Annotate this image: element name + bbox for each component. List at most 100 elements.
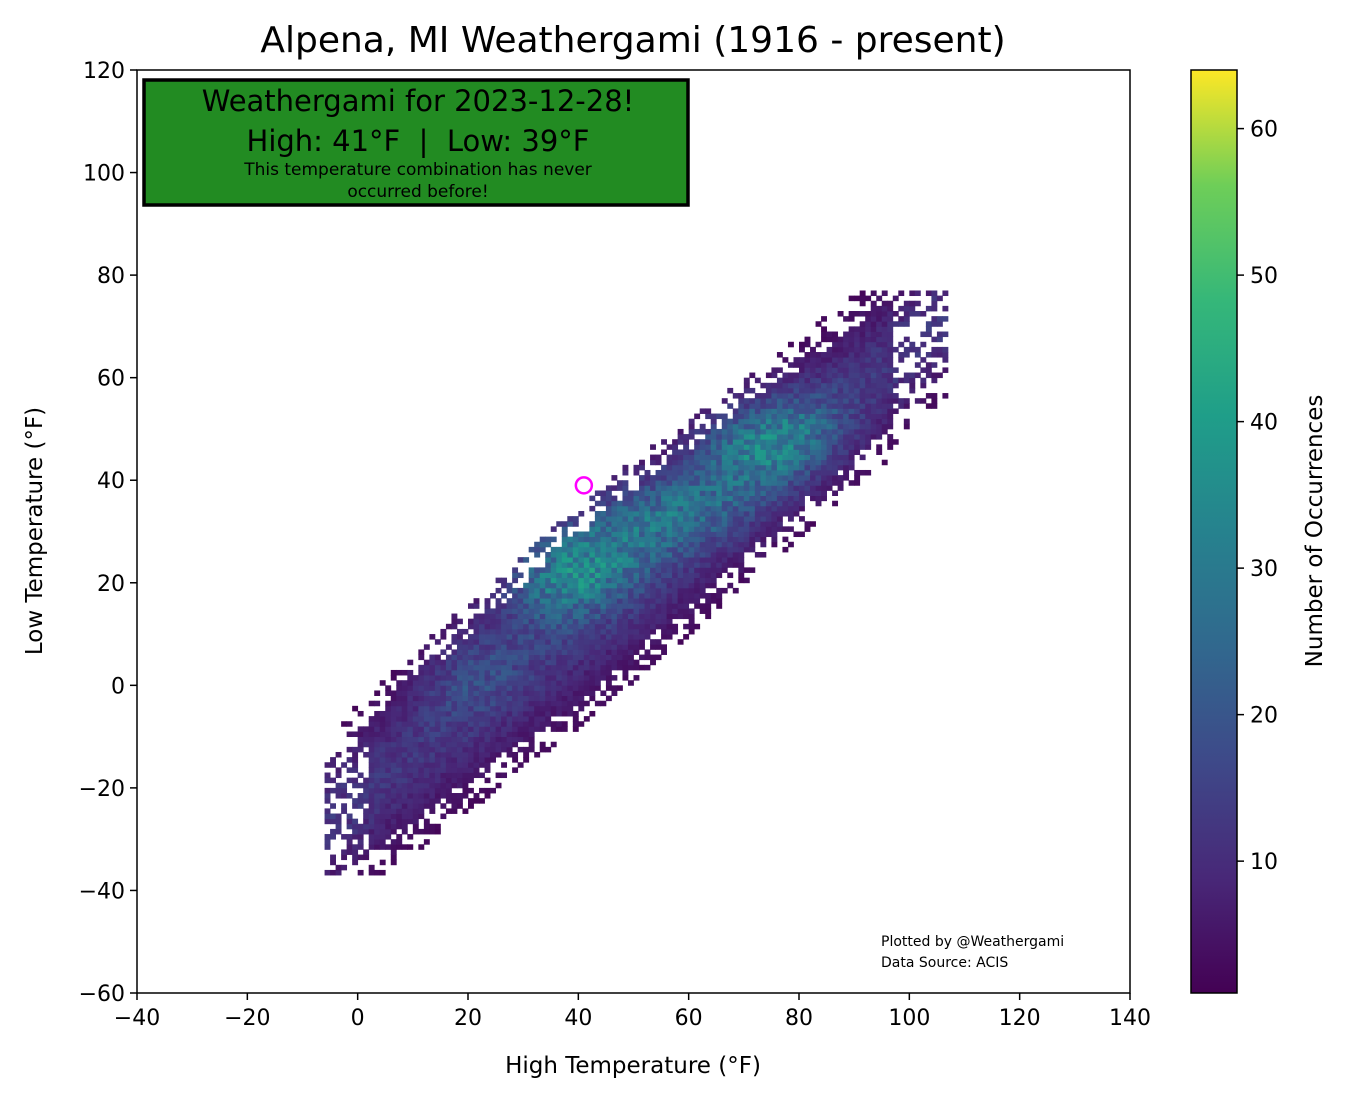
heatmap-cell: [330, 869, 336, 876]
heatmap-cell: [385, 793, 392, 799]
heatmap-cell: [677, 439, 684, 445]
heatmap-cell: [832, 418, 839, 425]
heatmap-cell: [556, 521, 563, 527]
heatmap-cell: [561, 669, 568, 676]
heatmap-cell: [909, 346, 916, 353]
heatmap-cell: [843, 346, 850, 353]
heatmap-cell: [821, 449, 827, 455]
heatmap-cell: [484, 690, 491, 696]
heatmap-cell: [677, 541, 684, 548]
heatmap-cell: [832, 352, 839, 358]
heatmap-cell: [490, 726, 496, 732]
heatmap-cell: [594, 618, 601, 625]
heatmap-cell: [754, 408, 761, 414]
heatmap-cell: [357, 736, 364, 743]
heatmap-cell: [390, 782, 397, 789]
heatmap-cell: [440, 680, 447, 686]
heatmap-cell: [374, 798, 381, 804]
heatmap-cell: [749, 423, 756, 430]
heatmap-cell: [793, 469, 800, 476]
heatmap-cell: [832, 346, 839, 353]
heatmap-cell: [512, 669, 519, 676]
heatmap-cell: [412, 746, 419, 753]
heatmap-cell: [843, 464, 850, 471]
heatmap-cell: [754, 485, 761, 491]
heatmap-cell: [710, 510, 717, 517]
heatmap-cell: [843, 403, 850, 409]
heatmap-cell: [710, 444, 717, 450]
heatmap-cell: [727, 485, 734, 491]
heatmap-cell: [479, 787, 485, 794]
heatmap-cell: [462, 721, 469, 727]
heatmap-cell: [462, 716, 469, 722]
heatmap-cells: [324, 290, 949, 876]
colorbar-tick-label: 10: [1250, 850, 1278, 875]
heatmap-cell: [694, 521, 701, 527]
heatmap-cell: [572, 521, 579, 527]
heatmap-cell: [688, 526, 695, 532]
heatmap-cell: [859, 398, 866, 404]
heatmap-cell: [622, 618, 629, 625]
heatmap-cell: [473, 746, 480, 753]
heatmap-cell: [672, 500, 679, 507]
heatmap-cell: [594, 531, 601, 538]
heatmap-cell: [528, 746, 535, 753]
heatmap-cell: [324, 777, 331, 784]
heatmap-cell: [909, 311, 916, 317]
heatmap-cell: [639, 639, 645, 645]
heatmap-cell: [589, 505, 596, 512]
x-tick-label: 60: [675, 1006, 703, 1031]
heatmap-cell: [556, 700, 563, 707]
heatmap-cell: [506, 710, 513, 717]
heatmap-cell: [423, 736, 430, 743]
heatmap-cell: [556, 582, 563, 589]
heatmap-cell: [732, 505, 739, 512]
heatmap-cell: [721, 516, 728, 522]
heatmap-cell: [771, 480, 778, 486]
heatmap-cell: [473, 664, 480, 671]
heatmap-cell: [506, 618, 513, 625]
heatmap-cell: [539, 685, 546, 691]
heatmap-cell: [445, 746, 452, 753]
heatmap-cell: [517, 664, 524, 671]
heatmap-cell: [578, 644, 585, 650]
heatmap-cell: [501, 680, 508, 686]
heatmap-cell: [550, 567, 557, 573]
heatmap-cell: [385, 736, 392, 743]
heatmap-cell: [705, 593, 712, 599]
heatmap-cell: [512, 751, 519, 758]
heatmap-cell: [776, 454, 783, 461]
heatmap-cell: [567, 587, 574, 594]
heatmap-cell: [644, 654, 651, 661]
heatmap-cell: [473, 705, 480, 712]
heatmap-cell: [644, 510, 651, 517]
heatmap-cell: [782, 403, 789, 409]
heatmap-cell: [743, 526, 750, 532]
heatmap-cell: [605, 562, 612, 568]
heatmap-cell: [550, 634, 557, 640]
heatmap-cell: [594, 510, 601, 517]
heatmap-cell: [418, 746, 425, 753]
heatmap-cell: [881, 331, 888, 338]
heatmap-cell: [462, 700, 469, 707]
heatmap-cell: [644, 500, 651, 507]
heatmap-cell: [484, 741, 491, 748]
heatmap-cell: [688, 593, 695, 599]
heatmap-cell: [854, 326, 861, 332]
heatmap-cell: [501, 675, 508, 681]
heatmap-cell: [683, 634, 690, 640]
heatmap-cell: [473, 798, 480, 804]
heatmap-cell: [622, 613, 629, 620]
heatmap-cell: [732, 418, 739, 425]
heatmap-cell: [848, 418, 855, 425]
heatmap-cell: [799, 454, 805, 461]
heatmap-cell: [501, 623, 508, 630]
heatmap-cell: [462, 654, 469, 661]
heatmap-cell: [445, 793, 452, 799]
heatmap-cell: [821, 434, 827, 440]
heatmap-cell: [754, 393, 761, 399]
heatmap-cell: [462, 695, 469, 702]
heatmap-cell: [650, 644, 656, 650]
heatmap-cell: [666, 469, 673, 476]
heatmap-cell: [539, 567, 546, 573]
